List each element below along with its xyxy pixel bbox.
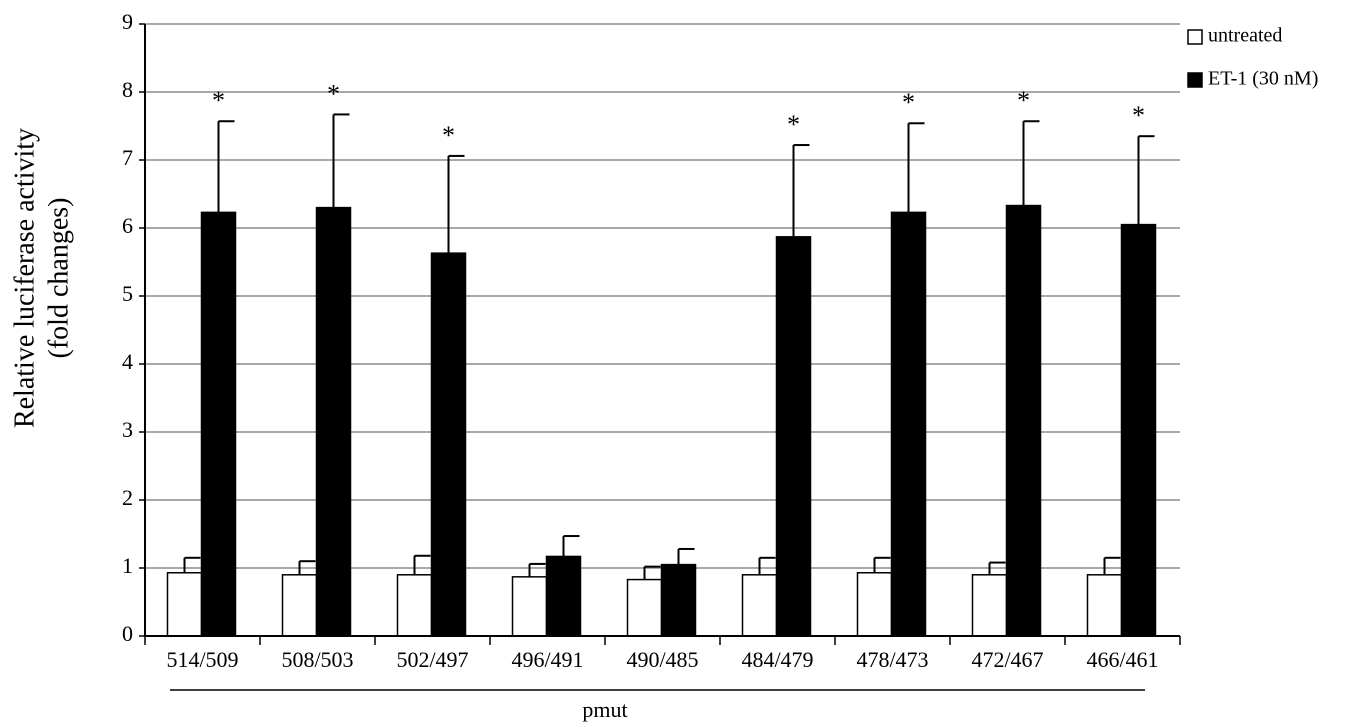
y-tick-label: 0 xyxy=(122,621,133,646)
bar xyxy=(315,206,352,637)
y-tick-label: 7 xyxy=(122,145,133,170)
y-tick-label: 2 xyxy=(122,485,133,510)
x-tick-label: 472/467 xyxy=(971,647,1043,672)
y-tick-label: 6 xyxy=(122,213,133,238)
bar xyxy=(1120,223,1157,637)
bar xyxy=(200,211,237,637)
bar xyxy=(775,236,812,637)
bar xyxy=(626,578,663,637)
significance-label: * xyxy=(787,110,800,139)
legend-label: untreated xyxy=(1208,25,1282,47)
bar xyxy=(971,574,1008,637)
legend-swatch xyxy=(1187,72,1203,88)
bar xyxy=(1005,204,1042,637)
x-tick-label: 490/485 xyxy=(626,647,698,672)
bar xyxy=(430,252,467,637)
x-axis-label: pmut xyxy=(582,697,627,722)
x-tick-label: 484/479 xyxy=(741,647,813,672)
bar xyxy=(166,572,203,637)
y-tick-label: 8 xyxy=(122,77,133,102)
x-tick-label: 466/461 xyxy=(1086,647,1158,672)
x-tick-label: 478/473 xyxy=(856,647,928,672)
significance-label: * xyxy=(1017,86,1030,115)
bar xyxy=(545,555,582,637)
y-tick-label: 3 xyxy=(122,417,133,442)
x-tick-label: 496/491 xyxy=(511,647,583,672)
legend-swatch xyxy=(1187,29,1203,45)
y-tick-label: 4 xyxy=(122,349,133,374)
x-tick-label: 514/509 xyxy=(166,647,238,672)
significance-label: * xyxy=(1132,101,1145,130)
x-tick-label: 508/503 xyxy=(281,647,353,672)
bar xyxy=(281,574,318,637)
x-tick-label: 502/497 xyxy=(396,647,468,672)
y-axis-label: (fold changes) xyxy=(43,198,74,359)
bar xyxy=(396,574,433,637)
bar xyxy=(741,574,778,637)
bar xyxy=(890,211,927,637)
significance-label: * xyxy=(212,86,225,115)
y-tick-label: 5 xyxy=(122,281,133,306)
bar xyxy=(856,572,893,637)
significance-label: * xyxy=(327,79,340,108)
y-tick-label: 9 xyxy=(122,9,133,34)
legend-label: ET-1 (30 nM) xyxy=(1208,68,1318,90)
bar xyxy=(1086,574,1123,637)
bar xyxy=(511,576,548,637)
bar xyxy=(660,563,697,637)
significance-label: * xyxy=(442,121,455,150)
significance-label: * xyxy=(902,88,915,117)
y-axis-label: Relative luciferase activity xyxy=(9,128,40,428)
y-tick-label: 1 xyxy=(122,553,133,578)
